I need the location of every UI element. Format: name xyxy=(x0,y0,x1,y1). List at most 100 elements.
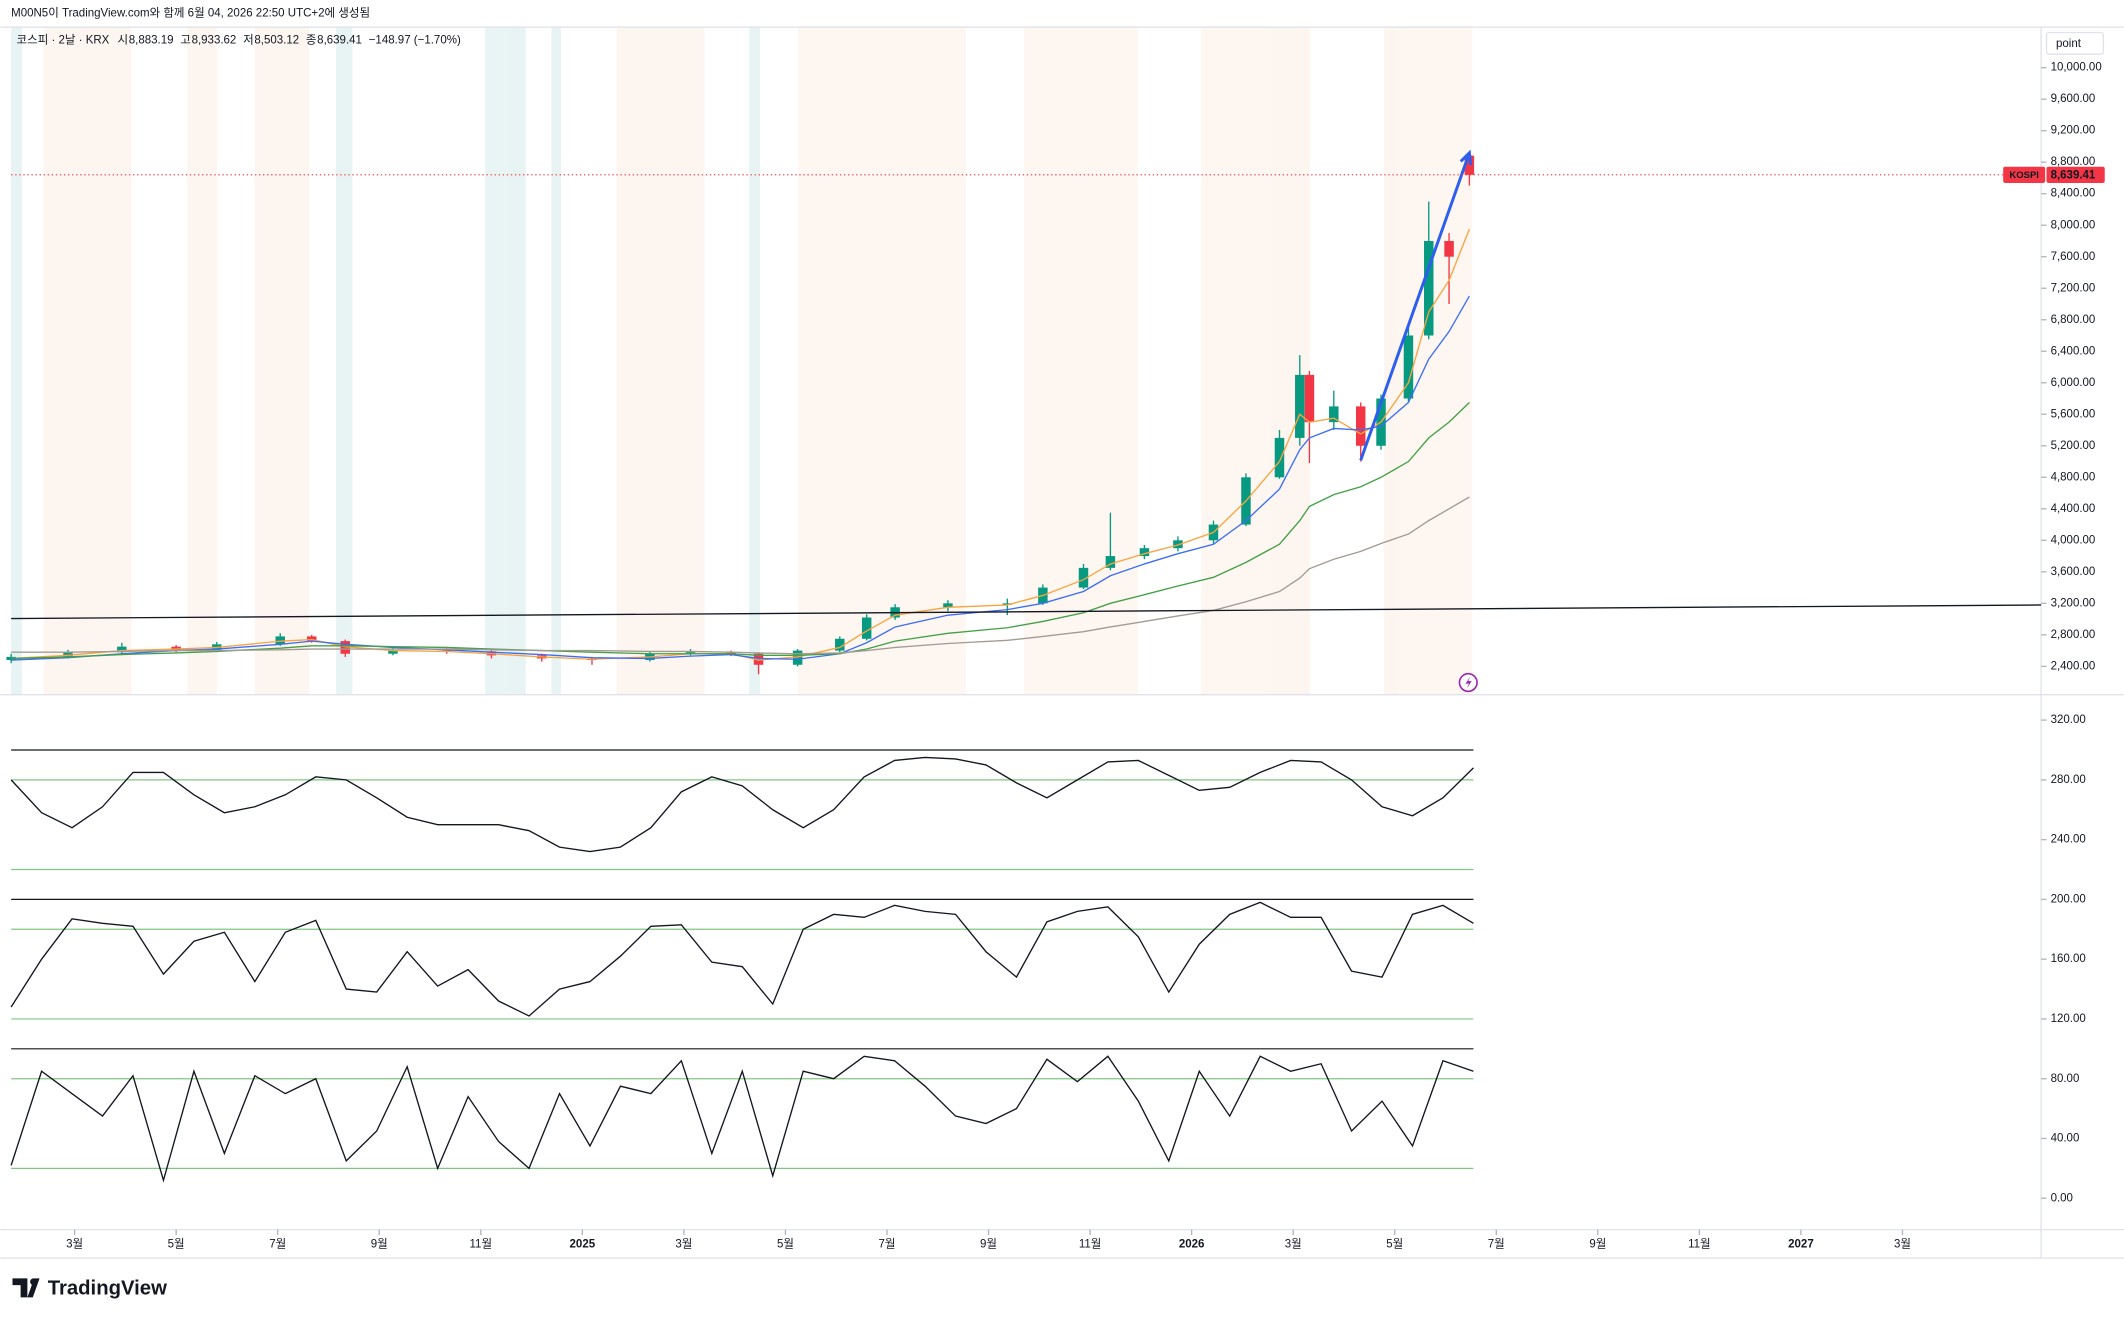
last-price-tag-box xyxy=(2003,166,2046,183)
x-tick-label: 9월 xyxy=(371,1238,388,1251)
x-tick-label: 3월 xyxy=(66,1238,83,1251)
unit-label: point xyxy=(2056,38,2082,50)
y-tick-label: 4,000.00 xyxy=(2051,534,2096,546)
candle-body xyxy=(1464,155,1475,175)
y-tick-label: 6,400.00 xyxy=(2051,345,2096,357)
y-tick-label: 3,200.00 xyxy=(2051,597,2096,609)
highlight xyxy=(187,27,217,695)
y-tick-label: 120.00 xyxy=(2051,1013,2086,1025)
candle-body xyxy=(1139,548,1150,557)
candle-body xyxy=(792,650,803,665)
y-tick-label: 3,600.00 xyxy=(2051,566,2096,578)
y-tick-label: 7,600.00 xyxy=(2051,251,2096,263)
candle-body xyxy=(753,653,764,665)
x-tick-label: 9월 xyxy=(1589,1238,1606,1251)
y-tick-label: 6,800.00 xyxy=(2051,314,2096,326)
x-tick-label: 3월 xyxy=(1285,1238,1302,1251)
y-tick-label: 7,200.00 xyxy=(2051,282,2096,294)
highlight xyxy=(749,27,761,695)
y-tick-label: 5,600.00 xyxy=(2051,408,2096,420)
last-price-tag: KOSPI xyxy=(2009,170,2038,181)
y-tick-label: 8,000.00 xyxy=(2051,219,2096,231)
legend-value: 8,639.41 xyxy=(317,35,362,47)
oscillator-line xyxy=(10,901,1474,1017)
y-tick-label: 8,800.00 xyxy=(2051,156,2096,168)
y-tick-label: 40.00 xyxy=(2051,1133,2080,1145)
y-tick-label: 10,000.00 xyxy=(2051,62,2102,74)
candle-body xyxy=(388,650,398,654)
legend-prefix: 종 xyxy=(306,35,317,47)
y-tick-label: 320.00 xyxy=(2051,714,2086,726)
logo: TradingView xyxy=(12,1278,167,1300)
moving-average xyxy=(11,295,1470,661)
x-tick-label: 3월 xyxy=(675,1238,692,1251)
y-tick-label: 80.00 xyxy=(2051,1073,2080,1085)
legend-prefix: 저 xyxy=(243,34,254,47)
highlight xyxy=(11,27,22,695)
y-tick-label: 240.00 xyxy=(2051,834,2086,846)
x-tick-label: 3월 xyxy=(1894,1238,1911,1251)
x-tick-label: 7월 xyxy=(878,1238,895,1251)
legend-value: 8,933.62 xyxy=(192,35,237,47)
candle-body xyxy=(1444,240,1454,257)
y-tick-label: 280.00 xyxy=(2051,774,2086,786)
legend-prefix: 고 xyxy=(180,35,191,47)
x-tick-label: 2027 xyxy=(1788,1239,1814,1251)
highlight xyxy=(336,27,353,695)
highlight xyxy=(254,27,310,695)
session-highlights xyxy=(11,27,1473,695)
y-tick-label: 5,200.00 xyxy=(2051,440,2096,452)
candle-body xyxy=(1329,406,1339,423)
y-tick-label: 9,200.00 xyxy=(2051,125,2096,137)
candle-body xyxy=(685,652,696,654)
candle-body xyxy=(1274,437,1285,478)
alert-icon-bolt xyxy=(1465,676,1472,689)
logo-dot xyxy=(30,1278,37,1286)
oscillator-line xyxy=(10,756,1474,853)
x-tick-label: 5월 xyxy=(777,1238,794,1251)
trend-line xyxy=(11,604,2042,620)
candle-body xyxy=(1403,335,1414,399)
y-tick-label: 2,400.00 xyxy=(2051,660,2096,672)
x-tick-label: 5월 xyxy=(1386,1238,1403,1251)
candle-body xyxy=(306,636,317,642)
y-tick-label: 4,800.00 xyxy=(2051,471,2096,483)
moving-average xyxy=(11,401,1470,660)
candle-body xyxy=(1173,540,1183,549)
x-tick-label: 11월 xyxy=(1079,1238,1102,1251)
x-tick-label: 11월 xyxy=(470,1238,493,1251)
last-price-box xyxy=(2046,166,2105,183)
highlight xyxy=(797,27,966,695)
x-tick-label: 9월 xyxy=(980,1238,997,1251)
candle-body xyxy=(861,617,872,639)
candle-body xyxy=(1424,240,1434,336)
candle-body xyxy=(1105,556,1116,568)
logo-text: TradingView xyxy=(48,1278,167,1300)
legend-value: 8,883.19 xyxy=(129,35,174,47)
y-tick-label: 0.00 xyxy=(2051,1192,2073,1204)
candle-body xyxy=(117,646,127,653)
y-tick-label: 4,400.00 xyxy=(2051,503,2096,515)
legend-prefix: 시 xyxy=(117,34,128,47)
x-tick-label: 7월 xyxy=(1488,1238,1505,1251)
x-tick-label: 5월 xyxy=(168,1238,185,1251)
unit-box[interactable] xyxy=(2045,31,2105,55)
candle-body xyxy=(1078,567,1089,588)
highlight xyxy=(616,27,705,695)
credit: M00N5이 TradingView.com와 함께 6월 04, 2026 2… xyxy=(11,7,370,20)
y-tick-label: 9,600.00 xyxy=(2051,93,2096,105)
alert-icon[interactable] xyxy=(1458,672,1478,693)
oscillator-line xyxy=(10,1055,1474,1183)
candle-body xyxy=(6,656,16,661)
x-tick-label: 11월 xyxy=(1688,1238,1711,1251)
trend-arrow xyxy=(1359,152,1471,461)
highlight xyxy=(485,27,526,695)
candle-body xyxy=(726,652,736,654)
candle-body xyxy=(1295,374,1305,438)
legend-value: −148.97 (−1.70%) xyxy=(369,35,461,47)
legend-value: 8,503.12 xyxy=(254,35,299,47)
candle-body xyxy=(1304,374,1315,423)
x-tick-label: 2026 xyxy=(1179,1239,1205,1251)
y-tick-label: 8,400.00 xyxy=(2051,188,2096,200)
